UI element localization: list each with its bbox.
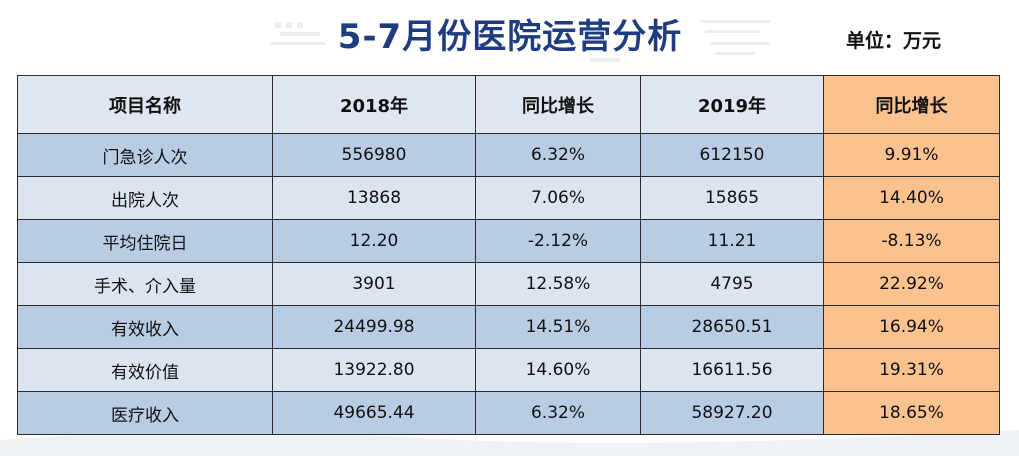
cell-2019: 15865	[640, 176, 824, 220]
cell-2019: 4795	[640, 262, 824, 306]
header-2018: 2018年	[272, 75, 476, 134]
cell-2018: 12.20	[272, 219, 476, 263]
cell-2019: 612150	[640, 133, 824, 177]
cell-growth-2018: 14.51%	[475, 305, 641, 349]
cell-growth-2018: 6.32%	[475, 133, 641, 177]
cell-growth-2019: 19.31%	[823, 348, 1000, 392]
cell-2019: 28650.51	[640, 305, 824, 349]
cell-growth-2019: 18.65%	[823, 391, 1000, 435]
table-row: 有效价值 13922.80 14.60% 16611.56 19.31%	[17, 348, 1000, 392]
cell-item-name: 出院人次	[17, 176, 273, 220]
table-row: 医疗收入 49665.44 6.32% 58927.20 18.65%	[17, 391, 1000, 435]
cell-growth-2019: -8.13%	[823, 219, 1000, 263]
cell-growth-2019: 16.94%	[823, 305, 1000, 349]
header-growth-2018: 同比增长	[475, 75, 641, 134]
cell-growth-2018: 14.60%	[475, 348, 641, 392]
cell-2018: 556980	[272, 133, 476, 177]
cell-item-name: 医疗收入	[17, 391, 273, 435]
table-row: 手术、介入量 3901 12.58% 4795 22.92%	[17, 262, 1000, 306]
cell-2018: 49665.44	[272, 391, 476, 435]
cell-growth-2018: 6.32%	[475, 391, 641, 435]
cell-2018: 3901	[272, 262, 476, 306]
table-row: 平均住院日 12.20 -2.12% 11.21 -8.13%	[17, 219, 1000, 263]
cell-growth-2019: 22.92%	[823, 262, 1000, 306]
header-growth-2019: 同比增长	[823, 75, 1000, 134]
table-row: 门急诊人次 556980 6.32% 612150 9.91%	[17, 133, 1000, 177]
cell-growth-2019: 9.91%	[823, 133, 1000, 177]
cell-growth-2018: 7.06%	[475, 176, 641, 220]
header-item-name: 项目名称	[17, 75, 273, 134]
operations-table: 项目名称 2018年 同比增长 2019年 同比增长 门急诊人次 556980 …	[17, 75, 1000, 435]
cell-growth-2018: 12.58%	[475, 262, 641, 306]
cell-2019: 58927.20	[640, 391, 824, 435]
cell-item-name: 有效价值	[17, 348, 273, 392]
header-2019: 2019年	[640, 75, 824, 134]
cell-2018: 13868	[272, 176, 476, 220]
cell-growth-2019: 14.40%	[823, 176, 1000, 220]
cell-item-name: 门急诊人次	[17, 133, 273, 177]
cell-item-name: 有效收入	[17, 305, 273, 349]
cell-item-name: 平均住院日	[17, 219, 273, 263]
table-header-row: 项目名称 2018年 同比增长 2019年 同比增长	[17, 75, 1000, 134]
page-title: 5-7月份医院运营分析	[337, 17, 683, 57]
cell-2018: 24499.98	[272, 305, 476, 349]
cell-2019: 11.21	[640, 219, 824, 263]
unit-label: 单位：万元	[846, 30, 942, 52]
table-row: 有效收入 24499.98 14.51% 28650.51 16.94%	[17, 305, 1000, 349]
cell-growth-2018: -2.12%	[475, 219, 641, 263]
cell-2018: 13922.80	[272, 348, 476, 392]
table-row: 出院人次 13868 7.06% 15865 14.40%	[17, 176, 1000, 220]
cell-item-name: 手术、介入量	[17, 262, 273, 306]
cell-2019: 16611.56	[640, 348, 824, 392]
